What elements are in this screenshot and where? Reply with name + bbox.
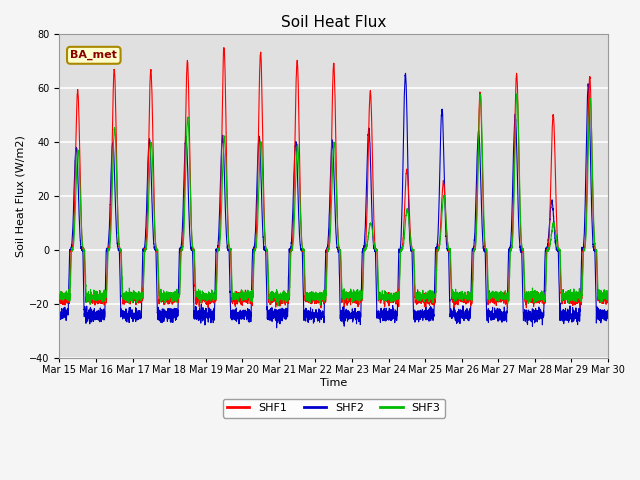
Title: Soil Heat Flux: Soil Heat Flux [281, 15, 387, 30]
SHF2 [273, 325, 280, 331]
SHF1 [488, 294, 496, 300]
SHF3 [314, 297, 321, 302]
Text: BA_met: BA_met [70, 50, 117, 60]
SHF2 [401, 71, 409, 76]
SHF3 [457, 293, 465, 299]
SHF1 [220, 45, 228, 50]
SHF3 [274, 303, 282, 309]
SHF2 [604, 308, 612, 313]
SHF3 [154, 254, 162, 260]
SHF3 [426, 292, 434, 298]
SHF1 [317, 305, 324, 311]
SHF2 [427, 315, 435, 321]
SHF1 [457, 296, 465, 301]
SHF2 [56, 314, 63, 320]
Line: SHF2: SHF2 [60, 73, 608, 328]
SHF1 [604, 296, 611, 302]
X-axis label: Time: Time [320, 378, 348, 388]
SHF2 [314, 312, 321, 318]
Legend: SHF1, SHF2, SHF3: SHF1, SHF2, SHF3 [223, 399, 445, 418]
SHF2 [488, 308, 496, 313]
SHF2 [604, 314, 611, 320]
SHF2 [457, 310, 465, 315]
SHF1 [604, 294, 612, 300]
SHF3 [604, 293, 612, 299]
SHF1 [154, 265, 162, 271]
SHF3 [513, 91, 521, 96]
SHF3 [488, 289, 495, 295]
Y-axis label: Soil Heat Flux (W/m2): Soil Heat Flux (W/m2) [15, 135, 25, 257]
SHF2 [154, 317, 162, 323]
SHF1 [56, 292, 63, 298]
SHF1 [314, 295, 321, 301]
Line: SHF1: SHF1 [60, 48, 608, 308]
SHF3 [56, 294, 63, 300]
SHF1 [427, 300, 435, 305]
Line: SHF3: SHF3 [60, 94, 608, 306]
SHF3 [604, 296, 611, 301]
